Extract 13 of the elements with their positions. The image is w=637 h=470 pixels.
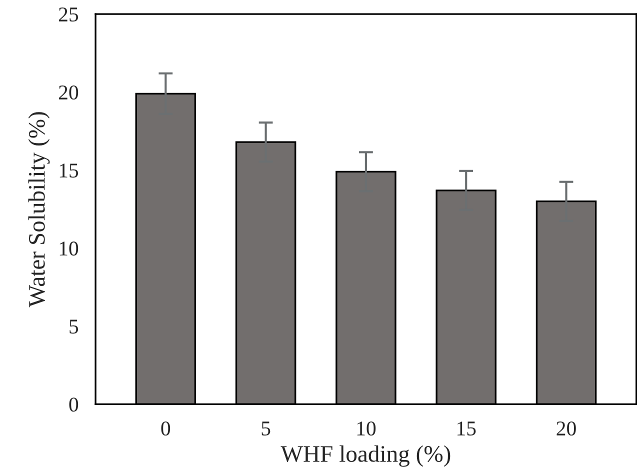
y-tick-label: 20 <box>58 85 78 100</box>
y-tick-label: 25 <box>58 8 78 22</box>
y-tick-label: 15 <box>60 164 78 178</box>
x-tick-label: 20 <box>556 421 576 436</box>
x-tick-label: 10 <box>357 421 376 436</box>
x-tick-label: 15 <box>458 422 476 436</box>
x-axis-title: WHF loading (%) <box>280 445 450 467</box>
y-tick-label: 0 <box>69 398 78 412</box>
x-tick-label: 5 <box>262 422 270 436</box>
y-tick-label: 10 <box>60 242 78 256</box>
y-axis-title: Water Solubility (%) <box>28 112 50 308</box>
x-tick-label: 0 <box>161 421 170 436</box>
y-tick-label: 5 <box>70 320 78 334</box>
